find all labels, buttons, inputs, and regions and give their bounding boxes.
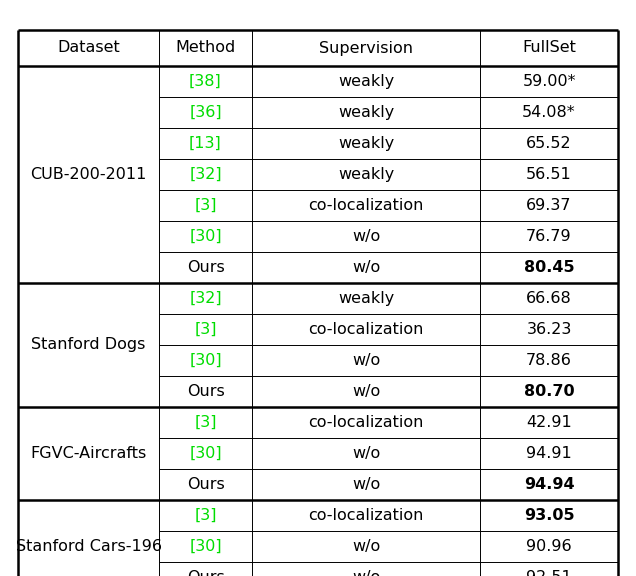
Text: [38]: [38] — [189, 74, 222, 89]
Text: w/o: w/o — [352, 570, 380, 576]
Text: 66.68: 66.68 — [526, 291, 572, 306]
Text: [3]: [3] — [194, 415, 217, 430]
Text: 80.70: 80.70 — [523, 384, 574, 399]
Text: w/o: w/o — [352, 384, 380, 399]
Text: 93.05: 93.05 — [523, 508, 574, 523]
Text: Dataset: Dataset — [57, 40, 120, 55]
Text: 65.52: 65.52 — [526, 136, 572, 151]
Text: [13]: [13] — [189, 136, 222, 151]
Text: w/o: w/o — [352, 353, 380, 368]
Text: 69.37: 69.37 — [526, 198, 572, 213]
Text: CUB-200-2011: CUB-200-2011 — [31, 167, 147, 182]
Text: co-localization: co-localization — [308, 322, 424, 337]
Text: [3]: [3] — [194, 322, 217, 337]
Text: 59.00*: 59.00* — [522, 74, 576, 89]
Text: Ours: Ours — [186, 570, 225, 576]
Text: [30]: [30] — [189, 446, 222, 461]
Text: [36]: [36] — [189, 105, 222, 120]
Text: [3]: [3] — [194, 198, 217, 213]
Text: [32]: [32] — [189, 167, 222, 182]
Text: w/o: w/o — [352, 260, 380, 275]
Text: Stanford Cars-196: Stanford Cars-196 — [15, 539, 162, 554]
Text: 76.79: 76.79 — [526, 229, 572, 244]
Text: 36.23: 36.23 — [527, 322, 572, 337]
Text: 42.91: 42.91 — [526, 415, 572, 430]
Text: Ours: Ours — [186, 260, 225, 275]
Text: weakly: weakly — [338, 291, 394, 306]
Text: [30]: [30] — [189, 353, 222, 368]
Text: w/o: w/o — [352, 539, 380, 554]
Text: co-localization: co-localization — [308, 198, 424, 213]
Text: FGVC-Aircrafts: FGVC-Aircrafts — [31, 446, 147, 461]
Text: 94.94: 94.94 — [523, 477, 574, 492]
Text: Ours: Ours — [186, 477, 225, 492]
Text: weakly: weakly — [338, 167, 394, 182]
Text: Supervision: Supervision — [319, 40, 413, 55]
Text: w/o: w/o — [352, 229, 380, 244]
Text: w/o: w/o — [352, 446, 380, 461]
Text: 94.91: 94.91 — [526, 446, 572, 461]
Text: FullSet: FullSet — [522, 40, 576, 55]
Text: Ours: Ours — [186, 384, 225, 399]
Text: weakly: weakly — [338, 74, 394, 89]
Text: Method: Method — [176, 40, 235, 55]
Text: [30]: [30] — [189, 539, 222, 554]
Text: 90.96: 90.96 — [526, 539, 572, 554]
Text: 78.86: 78.86 — [526, 353, 572, 368]
Text: 80.45: 80.45 — [523, 260, 574, 275]
Text: co-localization: co-localization — [308, 508, 424, 523]
Text: 92.51: 92.51 — [526, 570, 572, 576]
Text: 56.51: 56.51 — [526, 167, 572, 182]
Text: weakly: weakly — [338, 136, 394, 151]
Text: [32]: [32] — [189, 291, 222, 306]
Text: 54.08*: 54.08* — [522, 105, 576, 120]
Text: weakly: weakly — [338, 105, 394, 120]
Text: [30]: [30] — [189, 229, 222, 244]
Text: Stanford Dogs: Stanford Dogs — [31, 338, 146, 353]
Text: w/o: w/o — [352, 477, 380, 492]
Text: [3]: [3] — [194, 508, 217, 523]
Text: co-localization: co-localization — [308, 415, 424, 430]
